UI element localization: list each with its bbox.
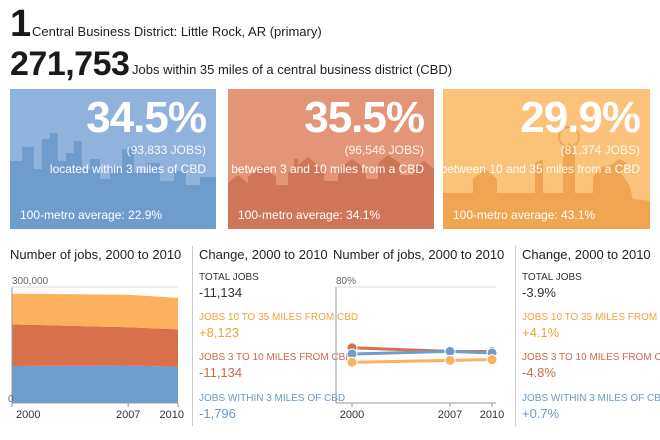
ring-jobs-change: +8,123 bbox=[199, 325, 240, 340]
total-jobs: 271,753 bbox=[10, 45, 130, 83]
x-tick-label: 2010 bbox=[480, 409, 504, 421]
panel-average: 100-metro average: 43.1% bbox=[453, 208, 596, 222]
line-series-3 bbox=[351, 358, 493, 364]
x-tick-label: 2007 bbox=[438, 409, 462, 421]
core-jobs-label: JOBS WITHIN 3 MILES OF CBD bbox=[199, 393, 346, 404]
mid-jobs-change: -11,134 bbox=[199, 365, 243, 380]
skyline-illustration bbox=[10, 89, 216, 229]
total-jobs-label: TOTAL JOBS bbox=[199, 272, 259, 283]
x-tick-label: 2007 bbox=[116, 409, 140, 421]
mid-jobs-label: JOBS 3 TO 10 MILES FROM CBD bbox=[522, 352, 660, 363]
panel-percent: 35.5% bbox=[304, 93, 425, 142]
panel-jobs: (93,833 JOBS) bbox=[126, 143, 206, 157]
total-jobs-label: TOTAL JOBS bbox=[522, 272, 582, 283]
divider bbox=[515, 246, 516, 426]
panel-jobs: (96,546 JOBS) bbox=[344, 143, 424, 157]
mid-jobs-pct-change: -4.8% bbox=[522, 365, 556, 380]
data-point bbox=[486, 354, 498, 366]
x-tick-label: 2000 bbox=[16, 409, 40, 421]
panel-3-to-10-miles: 35.5% (96,546 JOBS) between 3 and 10 mil… bbox=[228, 89, 434, 229]
line-series-1 bbox=[351, 349, 493, 356]
core-jobs-label: JOBS WITHIN 3 MILES OF CBD bbox=[522, 393, 660, 404]
core-jobs-change: -1,796 bbox=[199, 406, 236, 421]
panel-description: located within 3 miles of CBD bbox=[49, 162, 206, 176]
y-tick-label: 80% bbox=[336, 276, 356, 287]
farm-illustration bbox=[443, 89, 650, 229]
windmill-icon bbox=[558, 126, 580, 148]
data-point bbox=[346, 356, 358, 368]
rank-number: 1 bbox=[10, 3, 32, 45]
ring-jobs-label: JOBS 10 TO 35 MILES FROM CBD bbox=[199, 312, 359, 323]
total-jobs-pct-change: -3.9% bbox=[522, 285, 556, 300]
ring-jobs-label: JOBS 10 TO 35 MILES FROM CBD bbox=[522, 312, 660, 323]
change-pct-title: Change, 2000 to 2010 bbox=[522, 247, 651, 262]
panel-10-to-35-miles: 29.9% (81,374 JOBS) between 10 and 35 mi… bbox=[443, 89, 650, 229]
area-series-2 bbox=[12, 324, 178, 367]
change-title: Change, 2000 to 2010 bbox=[199, 247, 328, 262]
panel-description: between 3 and 10 miles from a CBD bbox=[231, 162, 424, 176]
city-skyline-icon bbox=[10, 133, 216, 229]
panel-average: 100-metro average: 22.9% bbox=[20, 208, 163, 222]
mid-jobs-label: JOBS 3 TO 10 MILES FROM CBD bbox=[199, 352, 353, 363]
x-tick-label: 2000 bbox=[340, 409, 364, 421]
panel-within-3-miles: 34.5% (93,833 JOBS) located within 3 mil… bbox=[10, 89, 216, 229]
panel-description: between 10 and 35 miles from a CBD bbox=[443, 162, 640, 176]
panel-percent: 34.5% bbox=[86, 93, 207, 142]
area-series-3 bbox=[12, 293, 178, 330]
core-jobs-pct-change: +0.7% bbox=[522, 406, 560, 421]
y-tick-label: 0 bbox=[8, 394, 14, 405]
panel-percent: 29.9% bbox=[520, 93, 641, 142]
ring-jobs-pct-change: +4.1% bbox=[522, 325, 560, 340]
total-jobs-change: -11,134 bbox=[199, 285, 243, 300]
jobs-chart-title: Number of jobs, 2000 to 2010 bbox=[10, 247, 182, 262]
farm-icon bbox=[443, 143, 650, 229]
jobs-share-line-chart: 80% 2000 2007 2010 bbox=[335, 276, 504, 421]
x-tick-label: 2010 bbox=[160, 409, 184, 421]
panel-average: 100-metro average: 34.1% bbox=[238, 208, 381, 222]
divider bbox=[192, 246, 193, 426]
panel-jobs: (81,374 JOBS) bbox=[560, 143, 640, 157]
area-series-1 bbox=[12, 365, 178, 403]
y-tick-label: 300,000 bbox=[12, 276, 49, 287]
suburb-illustration bbox=[228, 89, 434, 229]
total-jobs-description: Jobs within 35 miles of a central busine… bbox=[132, 62, 453, 77]
share-chart-title: Number of jobs, 2000 to 2010 bbox=[333, 247, 505, 262]
place-title: Central Business District: Little Rock, … bbox=[32, 24, 322, 39]
data-point bbox=[444, 354, 456, 366]
houses-icon bbox=[228, 155, 434, 229]
